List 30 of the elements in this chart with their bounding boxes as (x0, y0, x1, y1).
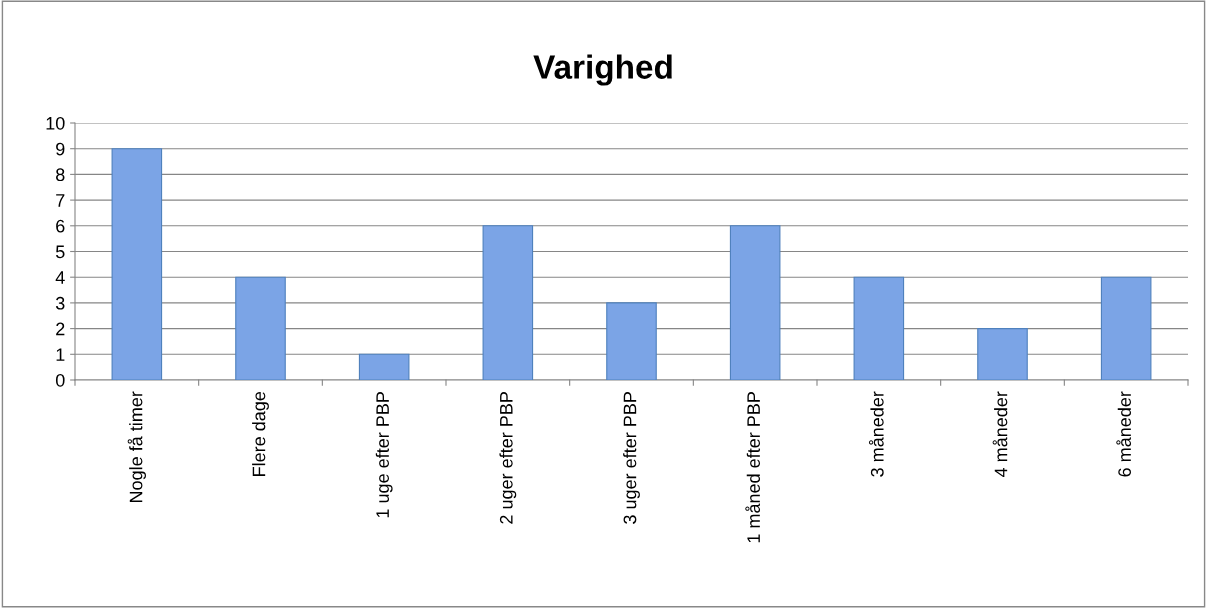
y-tick-label: 4 (55, 271, 65, 284)
x-tick-label: 3 måneder (868, 391, 884, 477)
y-tick-label: 0 (55, 373, 65, 387)
bar (1100, 276, 1152, 380)
x-tick-label: 1 måned efter PBP (745, 392, 761, 543)
y-tick-label: 2 (56, 322, 65, 336)
x-tick-label: 6 måneder (1116, 391, 1132, 477)
x-tick-label: Flere dage (252, 391, 269, 476)
y-tick-label: 9 (56, 142, 65, 156)
x-tick-label: 2 uger efter PBP (499, 392, 517, 524)
y-tick-label: 7 (56, 194, 65, 207)
bar (235, 276, 286, 380)
bar (853, 276, 905, 380)
bar (977, 328, 1028, 380)
x-tick-label: Nogle få timer (127, 391, 146, 503)
bar (111, 148, 163, 380)
x-tick-label: 3 uger efter PBP (623, 392, 640, 524)
bar (358, 353, 410, 380)
y-tick-label: 10 (46, 116, 65, 130)
x-tick-label: 1 uge efter PBP (375, 392, 393, 518)
y-tick-label: 3 (55, 296, 65, 310)
y-tick-label: 8 (56, 168, 65, 182)
bar (729, 225, 781, 380)
x-tick-label: 4 måneder (992, 391, 1008, 478)
bar (482, 225, 534, 380)
y-tick-label: 5 (55, 245, 65, 259)
y-tick-label: 6 (56, 219, 65, 233)
bar (606, 302, 657, 380)
chart-title: Varighed (533, 54, 672, 86)
y-tick-label: 1 (56, 348, 65, 361)
